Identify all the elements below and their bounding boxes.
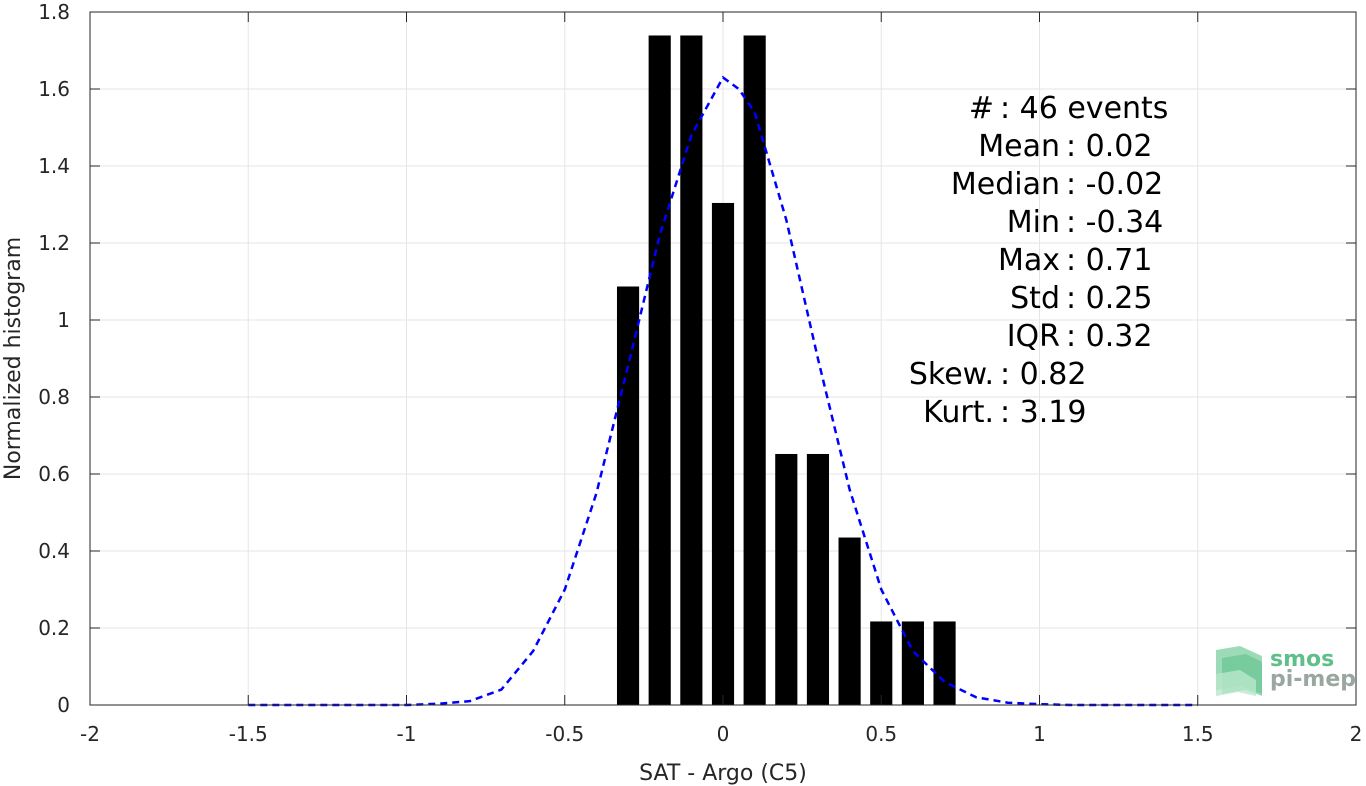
stat-name: Mean (978, 129, 1060, 164)
y-tick-label: 0 (57, 693, 70, 717)
stat-name: Min (1007, 205, 1060, 240)
x-axis-ticks: -2 -1.5 -1 -0.5 0 0.5 1 1.5 2 (80, 12, 1362, 746)
y-axis-label: Normalized histogram (1, 237, 26, 480)
gaussian-fit-curve (248, 75, 1198, 707)
stat-line: #: 46 events (969, 91, 1169, 126)
y-tick-label: 1.2 (38, 231, 70, 255)
logo-emblem-icon (1216, 646, 1262, 696)
histogram-bar (711, 202, 735, 705)
stat-name: Std (1010, 281, 1060, 316)
x-tick-label: -2 (80, 722, 100, 746)
x-tick-label: 1 (1033, 722, 1046, 746)
stat-line: Mean: 0.02 (978, 129, 1152, 164)
y-tick-label: 0.6 (38, 462, 70, 486)
histogram-bar (933, 621, 956, 705)
logo-text-smos: smos (1270, 647, 1334, 672)
histogram-bar (743, 35, 766, 706)
histogram-bar (648, 35, 671, 706)
stat-line: Kurt.: 3.19 (923, 395, 1086, 430)
y-tick-label: 0.2 (38, 616, 70, 640)
y-tick-label: 1 (57, 308, 70, 332)
y-tick-label: 0.8 (38, 385, 70, 409)
histogram-bar (775, 453, 798, 705)
stat-value: : -0.02 (1066, 167, 1163, 202)
stat-name: Kurt. (923, 395, 994, 430)
stat-line: IQR: 0.32 (1007, 319, 1153, 354)
logo-text-pi-mep: pi-mep (1270, 667, 1356, 692)
stat-value: : 46 events (1000, 91, 1168, 126)
stat-value: : 0.02 (1066, 129, 1152, 164)
stat-value: : 3.19 (1000, 395, 1086, 430)
y-tick-label: 0.4 (38, 539, 70, 563)
x-tick-label: -0.5 (545, 722, 584, 746)
histogram-bar (680, 35, 703, 706)
x-tick-label: 2 (1350, 722, 1363, 746)
smos-pi-mep-logo: smos pi-mep (1216, 646, 1356, 696)
stat-name: Max (998, 243, 1060, 278)
stat-name: IQR (1007, 319, 1060, 354)
x-tick-label: 1.5 (1182, 722, 1214, 746)
histogram-bar (616, 286, 640, 705)
stat-line: Median: -0.02 (951, 167, 1163, 202)
x-tick-label: -1.5 (229, 722, 268, 746)
histogram-bar (870, 621, 893, 705)
stat-name: # (969, 91, 994, 126)
stat-line: Skew.: 0.82 (909, 357, 1087, 392)
x-tick-label: -1 (397, 722, 417, 746)
stat-name: Skew. (909, 357, 994, 392)
y-tick-label: 1.6 (38, 77, 70, 101)
y-tick-label: 1.4 (38, 154, 70, 178)
x-tick-label: 0.5 (865, 722, 897, 746)
stat-line: Min: -0.34 (1007, 205, 1164, 240)
stat-value: : 0.25 (1066, 281, 1152, 316)
histogram-bar (806, 453, 830, 705)
stat-value: : 0.71 (1066, 243, 1152, 278)
stat-value: : 0.82 (1000, 357, 1086, 392)
y-tick-label: 1.8 (38, 0, 70, 24)
histogram-bar (838, 537, 861, 705)
stat-line: Std: 0.25 (1010, 281, 1152, 316)
stat-value: : 0.32 (1066, 319, 1152, 354)
x-axis-label: SAT - Argo (C5) (639, 761, 807, 786)
y-axis-ticks: 0 0.2 0.4 0.6 0.8 1 1.2 1.4 1.6 1.8 (38, 0, 1356, 717)
stat-line: Max: 0.71 (998, 243, 1152, 278)
stat-name: Median (951, 167, 1060, 202)
histogram-bars (616, 35, 956, 706)
stat-value: : -0.34 (1066, 205, 1163, 240)
x-tick-label: 0 (717, 722, 730, 746)
